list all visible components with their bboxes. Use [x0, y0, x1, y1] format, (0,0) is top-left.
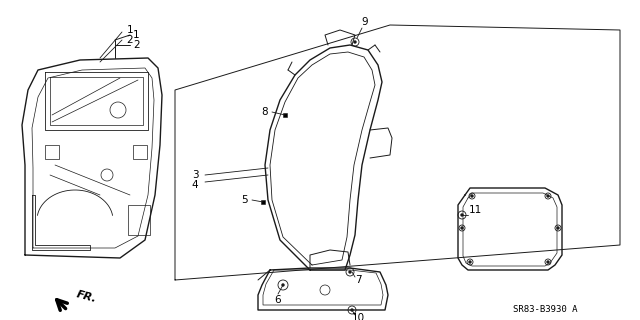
Text: 2: 2	[127, 35, 133, 45]
Circle shape	[282, 284, 284, 286]
Bar	[260, 200, 266, 204]
Text: 5: 5	[242, 195, 248, 205]
Text: FR.: FR.	[75, 290, 98, 305]
Circle shape	[547, 195, 549, 197]
Text: 10: 10	[351, 313, 365, 320]
Circle shape	[351, 309, 353, 311]
Text: 8: 8	[262, 107, 268, 117]
Text: SR83-B3930 A: SR83-B3930 A	[513, 306, 577, 315]
Bar	[133, 145, 147, 159]
Circle shape	[471, 195, 473, 197]
Bar	[128, 205, 150, 235]
Circle shape	[349, 271, 351, 273]
Text: 4: 4	[192, 180, 198, 190]
Circle shape	[354, 41, 356, 43]
Text: 11: 11	[468, 205, 482, 215]
Circle shape	[557, 227, 559, 229]
Text: 7: 7	[355, 275, 362, 285]
Text: 1: 1	[133, 30, 140, 40]
Circle shape	[547, 261, 549, 263]
Text: 6: 6	[275, 295, 282, 305]
Bar	[45, 145, 59, 159]
Bar	[282, 113, 287, 117]
Text: 2: 2	[133, 40, 140, 50]
Circle shape	[469, 261, 471, 263]
Circle shape	[461, 227, 463, 229]
Text: 1: 1	[127, 25, 133, 35]
Text: 9: 9	[362, 17, 368, 27]
Text: 3: 3	[192, 170, 198, 180]
Circle shape	[461, 214, 463, 216]
